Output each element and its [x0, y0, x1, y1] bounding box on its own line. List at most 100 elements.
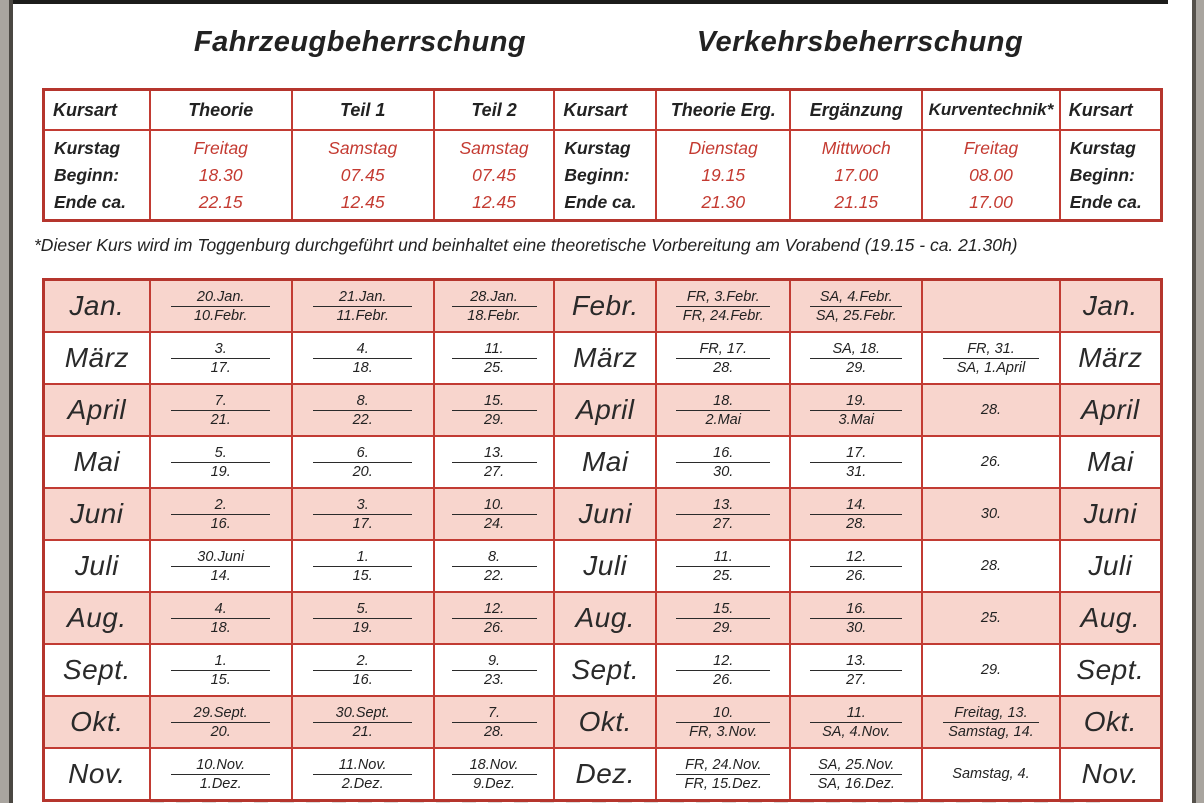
calendar-date-cell: 12. 26. [432, 591, 556, 645]
calendar-month-left: Aug. [42, 591, 151, 645]
calendar-date-cell: 29. [921, 643, 1061, 697]
date-second: 17. [352, 515, 373, 532]
date-first: 3. [313, 497, 413, 515]
date-first: SA, 4.Febr. [810, 289, 903, 307]
date-first: 12. [451, 601, 537, 619]
date-second: 28. [713, 359, 734, 376]
date-second: 19. [210, 463, 231, 480]
calendar-date-cell: 1. 15. [290, 539, 435, 593]
calendar-date-cell: SA, 4.Febr. SA, 25.Febr. [789, 278, 924, 333]
date-second: 9.Dez. [473, 775, 515, 792]
date-second: 17. [210, 359, 231, 376]
date-second: FR, 3.Nov. [689, 723, 758, 740]
calendar-date-cell: 2. 16. [290, 643, 435, 697]
date-first: 3. [171, 341, 271, 359]
date-first: 10. [676, 705, 771, 723]
calendar-month-mid: April [553, 383, 658, 437]
date-second: 15. [352, 567, 373, 584]
calendar-date-cell: 18. 2.Mai [655, 383, 792, 437]
date-second: 20. [210, 723, 231, 740]
date-second: 19. [352, 619, 373, 636]
calendar-date-cell: 11. 25. [655, 539, 792, 593]
calendar-date-cell: 29.Sept. 20. [148, 695, 293, 749]
date-second: 18.Febr. [467, 307, 521, 324]
scan-edge-left-strip [0, 0, 9, 803]
course-row-labels-mid: Kurstag Beginn: Ende ca. [553, 129, 658, 222]
date-second: 26. [483, 619, 505, 636]
date-second: SA, 25.Febr. [815, 307, 897, 324]
date-second: 18. [352, 359, 373, 376]
calendar-date-cell: 16. 30. [655, 435, 792, 489]
calendar-date-cell: 15. 29. [655, 591, 792, 645]
calendar-month-left: Nov. [42, 747, 151, 802]
calendar-date-cell: 9. 23. [432, 643, 556, 697]
date-first: 12. [676, 653, 771, 671]
date-first: 11. [451, 341, 537, 359]
date-first: FR, 3.Febr. [676, 289, 771, 307]
course-values-teil1: Samstag 07.45 12.45 [290, 129, 435, 222]
calendar-month-mid: März [553, 331, 658, 385]
date-first: 7. [451, 705, 537, 723]
date-second: 26. [846, 567, 867, 584]
calendar-date-cell: 6. 20. [290, 435, 435, 489]
date-first: FR, 24.Nov. [676, 757, 771, 775]
calendar-date-cell: FR, 31. SA, 1.April [921, 331, 1061, 385]
calendar-date-cell: Freitag, 13. Samstag, 14. [921, 695, 1061, 749]
scan-edge-right-strip [1196, 0, 1204, 803]
calendar-row: Okt. 29.Sept. 20. 30.Sept. 21. 7. 28. Okt. 10. FR… [42, 695, 1163, 749]
date-first: 1. [171, 653, 271, 671]
date-first: 13. [810, 653, 903, 671]
calendar-row: Sept. 1. 15. 2. 16. 9. 23. Sept. 12. 26. 13. 27. 29.… [42, 643, 1163, 697]
calendar-date-cell: 2. 16. [148, 487, 293, 541]
calendar-date-cell: 26. [921, 435, 1061, 489]
date-second: 2.Mai [705, 411, 741, 428]
calendar-month-right: Juli [1058, 539, 1163, 593]
calendar-date-cell: 14. 28. [789, 487, 924, 541]
calendar-date-cell: 10. 24. [432, 487, 556, 541]
date-first: 11. [810, 705, 903, 723]
course-header-theorie: Theorie [148, 88, 293, 131]
date-first: 13. [676, 497, 771, 515]
date-second: FR, 15.Dez. [684, 775, 762, 792]
course-header-theorie-erg: Theorie Erg. [655, 88, 792, 131]
calendar-date-cell: 30.Sept. 21. [290, 695, 435, 749]
course-header-teil2: Teil 2 [432, 88, 556, 131]
calendar-date-cell: 10.Nov. 1.Dez. [148, 747, 293, 802]
date-second: 3.Mai [838, 411, 874, 428]
calendar-row: März 3. 17. 4. 18. 11. 25. März FR, 17. 28. SA, 18… [42, 331, 1163, 385]
scan-edge-right-line [1192, 0, 1196, 803]
date-second: 30. [846, 619, 867, 636]
course-table: Kursart Theorie Teil 1 Teil 2 Kursart Th… [42, 88, 1163, 222]
calendar-date-cell: 16. 30. [789, 591, 924, 645]
date-first: 28.Jan. [451, 289, 537, 307]
date-first: 16. [676, 445, 771, 463]
course-row-labels-left: Kurstag Beginn: Ende ca. [42, 129, 151, 222]
calendar-date-cell: SA, 18. 29. [789, 331, 924, 385]
date-first: 17. [810, 445, 903, 463]
calendar-month-left: Sept. [42, 643, 151, 697]
date-second: 27. [846, 671, 867, 688]
date-first: Freitag, 13. [942, 705, 1040, 723]
calendar-date-cell: 13. 27. [789, 643, 924, 697]
date-second: 20. [352, 463, 373, 480]
date-second: 30. [713, 463, 734, 480]
date-first: SA, 18. [810, 341, 903, 359]
calendar-date-cell: 28.Jan. 18.Febr. [432, 278, 556, 333]
course-row-labels-right: Kurstag Beginn: Ende ca. [1058, 129, 1163, 222]
calendar-month-mid: Okt. [553, 695, 658, 749]
date-second: 22. [352, 411, 373, 428]
date-second: 29. [483, 411, 505, 428]
calendar-date-cell: 11.Nov. 2.Dez. [290, 747, 435, 802]
date-first: 13. [451, 445, 537, 463]
calendar-date-cell: 5. 19. [290, 591, 435, 645]
calendar-date-cell: 11. SA, 4.Nov. [789, 695, 924, 749]
calendar-month-right: Mai [1058, 435, 1163, 489]
calendar-date-cell: 17. 31. [789, 435, 924, 489]
calendar-month-right: Jan. [1058, 278, 1163, 333]
date-second: 24. [483, 515, 505, 532]
date-second: SA, 16.Dez. [817, 775, 895, 792]
calendar-month-mid: Sept. [553, 643, 658, 697]
calendar-row: Aug. 4. 18. 5. 19. 12. 26. Aug. 15. 29. 16. 30. 25. A… [42, 591, 1163, 645]
course-values-theorie: Freitag 18.30 22.15 [148, 129, 293, 222]
calendar-date-cell: 13. 27. [655, 487, 792, 541]
